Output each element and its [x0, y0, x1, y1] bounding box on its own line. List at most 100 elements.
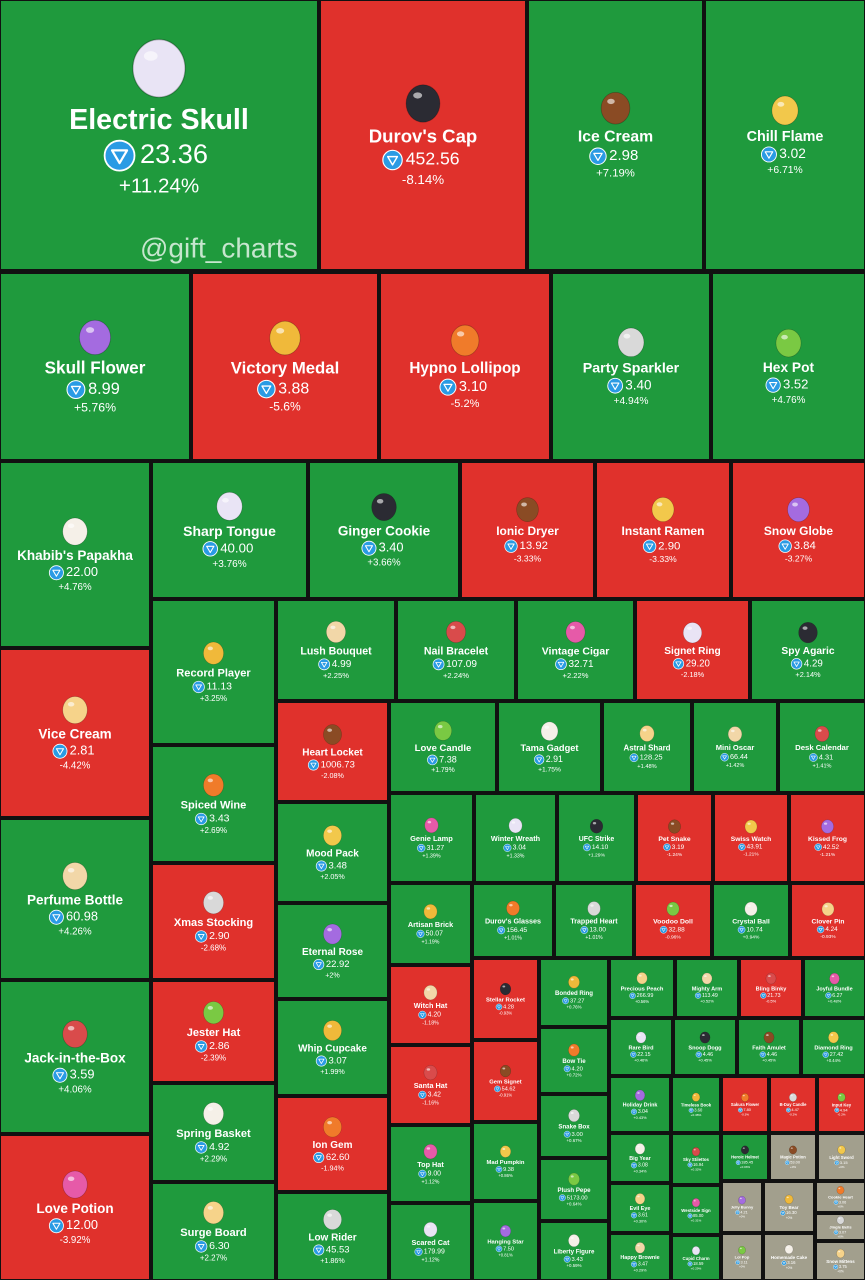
- ton-icon-glyph: [631, 755, 637, 761]
- gift-change: +3.25%: [200, 694, 227, 703]
- gift-icon-shape: [639, 725, 655, 742]
- ton-icon-glyph: [315, 962, 322, 968]
- tile: Skull Flower 8.99 +5.76%: [1, 274, 189, 459]
- gift-icon: [738, 1245, 746, 1255]
- gift-icon: [784, 1194, 794, 1205]
- gift-icon: [699, 1031, 711, 1044]
- tile-bg: [723, 1235, 761, 1279]
- ton-icon-circle: [822, 1051, 829, 1058]
- gift-price: 22.00: [66, 564, 98, 579]
- gift-price: 3.84: [794, 540, 816, 552]
- gift-change: +0%: [838, 1205, 844, 1209]
- ton-icon: [735, 1210, 740, 1215]
- ton-icon-glyph: [722, 755, 727, 760]
- gift-icon: [682, 622, 703, 644]
- ton-icon: [495, 1245, 503, 1253]
- ton-icon-circle: [833, 1230, 839, 1235]
- gift-price: 42.52: [823, 844, 839, 851]
- gift-icon-shape: [763, 1031, 775, 1044]
- ton-icon-glyph: [435, 661, 442, 668]
- ton-icon: [833, 1264, 839, 1270]
- gift-icon-shine: [687, 626, 693, 631]
- ton-icon: [534, 754, 545, 765]
- tile-bg: [278, 601, 394, 699]
- gift-icon-shine: [67, 1025, 75, 1031]
- gift-name: Record Player: [176, 668, 251, 680]
- gift-icon-shape: [269, 320, 301, 356]
- ton-icon-circle: [759, 1051, 766, 1058]
- ton-icon-circle: [52, 1067, 68, 1083]
- gift-icon-shape: [203, 1201, 224, 1225]
- ton-icon-glyph: [318, 863, 325, 869]
- gift-icon-shine: [570, 1236, 574, 1239]
- gift-icon: [771, 95, 799, 126]
- tile-bg: [153, 982, 274, 1081]
- ton-icon-circle: [313, 958, 325, 971]
- ton-icon-circle: [738, 843, 746, 851]
- gift-change: -2.08%: [321, 771, 344, 780]
- ton-icon-circle: [778, 539, 792, 553]
- ton-icon-glyph: [495, 1087, 500, 1091]
- ton-icon: [562, 997, 569, 1005]
- ton-icon-circle: [48, 909, 64, 925]
- gift-icon-shape: [666, 901, 680, 917]
- gift-icon: [568, 1043, 580, 1057]
- gift-change: +0.32%: [691, 1167, 702, 1171]
- gift-name: Spring Basket: [176, 1128, 251, 1140]
- gift-name: Perfume Bottle: [27, 893, 124, 908]
- gift-name: Electric Skull: [69, 104, 249, 136]
- gift-name: Mini Oscar: [716, 743, 755, 752]
- ton-icon-circle: [659, 925, 668, 934]
- ton-icon-circle: [563, 1255, 571, 1263]
- ton-icon-glyph: [787, 1109, 790, 1112]
- gift-price: 4.94: [840, 1107, 849, 1112]
- gift-name: Bow Tie: [562, 1058, 586, 1065]
- gift-price: 11.13: [207, 681, 233, 693]
- gift-icon-shape: [62, 862, 88, 890]
- gift-name: Mad Pumpkin: [487, 1160, 525, 1166]
- gift-name: Homemade Cake: [771, 1255, 808, 1260]
- gift-change: +0%: [786, 1216, 793, 1220]
- gift-price: 4.28: [503, 1004, 514, 1010]
- gift-change: +0%: [790, 1165, 796, 1169]
- tile-bg: [556, 885, 632, 956]
- ton-icon-glyph: [834, 1201, 838, 1204]
- tile-bg: [1, 820, 149, 978]
- ton-icon-glyph: [52, 569, 61, 577]
- ton-icon: [315, 860, 327, 872]
- gift-price: 3.07: [839, 1230, 846, 1234]
- gift-icon: [62, 862, 88, 890]
- gift-icon-shine: [67, 867, 75, 873]
- ton-icon: [439, 378, 457, 396]
- ton-icon: [558, 1194, 566, 1202]
- ton-icon-circle: [66, 380, 86, 400]
- gift-icon-shine: [85, 327, 95, 333]
- gift-change: +1.79%: [431, 767, 454, 774]
- gift-icon-shine: [790, 1094, 793, 1097]
- gift-change: +0.81%: [498, 1252, 513, 1257]
- tile-bg: [791, 795, 864, 881]
- ton-icon: [694, 992, 702, 999]
- ton-icon-glyph: [696, 994, 700, 998]
- tile-bg: [398, 601, 514, 699]
- tile-bg: [153, 1085, 274, 1180]
- gift-icon: [568, 1234, 580, 1248]
- ton-icon: [195, 812, 208, 826]
- gift-change: +1.39%: [422, 854, 441, 860]
- ton-icon-glyph: [816, 845, 821, 850]
- gift-icon-shape: [62, 696, 88, 724]
- ton-icon-glyph: [536, 757, 542, 763]
- gift-name: Cookie Heart: [828, 1195, 853, 1200]
- gift-icon: [78, 319, 112, 356]
- ton-icon: [313, 1151, 325, 1164]
- gift-price: 45.53: [326, 1244, 350, 1255]
- ton-icon: [382, 149, 403, 171]
